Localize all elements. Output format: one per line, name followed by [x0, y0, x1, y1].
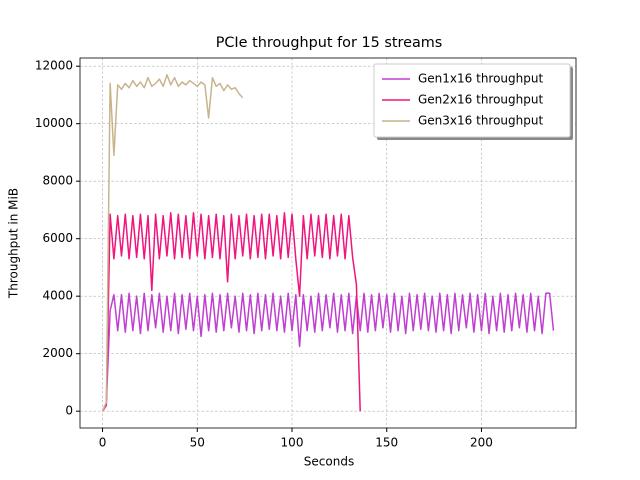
y-axis-label: Throughput in MiB: [7, 188, 21, 299]
legend: [373, 63, 571, 138]
x-tick-label: 100: [281, 436, 304, 450]
y-tick-label: 12000: [35, 59, 73, 73]
series-line: [101, 292, 555, 412]
x-tick-label: 50: [190, 436, 205, 450]
x-tick-label: 150: [375, 436, 398, 450]
y-tick-label: 10000: [35, 116, 73, 130]
series-line: [101, 212, 361, 412]
x-tick-label: 200: [470, 436, 493, 450]
series-line: [101, 74, 244, 412]
y-tick-label: 6000: [42, 231, 73, 245]
legend-label: Gen2x16 throughput: [418, 93, 543, 107]
axes-frame: [79, 57, 577, 429]
x-axis-label: Seconds: [304, 455, 354, 469]
y-tick-label: 4000: [42, 289, 73, 303]
chart-title: PCIe throughput for 15 streams: [216, 35, 443, 51]
y-tick-label: 8000: [42, 174, 73, 188]
y-tick-label: 2000: [42, 346, 73, 360]
x-tick-label: 0: [99, 436, 107, 450]
legend-label: Gen1x16 throughput: [418, 72, 543, 86]
legend-label: Gen3x16 throughput: [418, 114, 543, 128]
y-tick-label: 0: [65, 404, 73, 418]
